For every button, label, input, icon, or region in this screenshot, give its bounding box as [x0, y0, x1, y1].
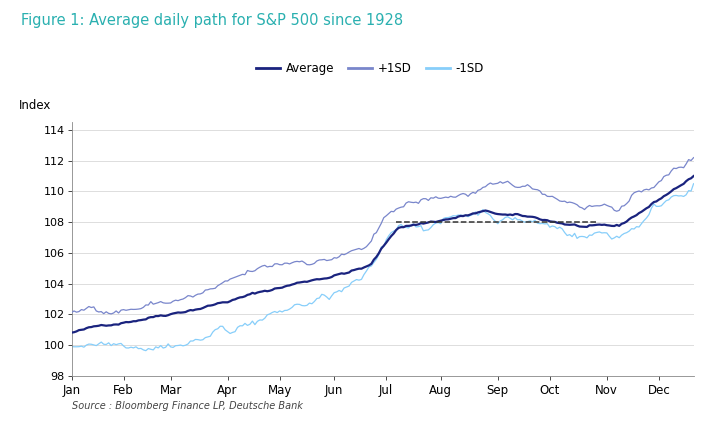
Legend: Average, +1SD, -1SD: Average, +1SD, -1SD [252, 57, 488, 80]
Text: Figure 1: Average daily path for S&P 500 since 1928: Figure 1: Average daily path for S&P 500… [21, 13, 403, 28]
Text: Source : Bloomberg Finance LP, Deutsche Bank: Source : Bloomberg Finance LP, Deutsche … [72, 401, 302, 411]
Text: Index: Index [19, 99, 51, 112]
